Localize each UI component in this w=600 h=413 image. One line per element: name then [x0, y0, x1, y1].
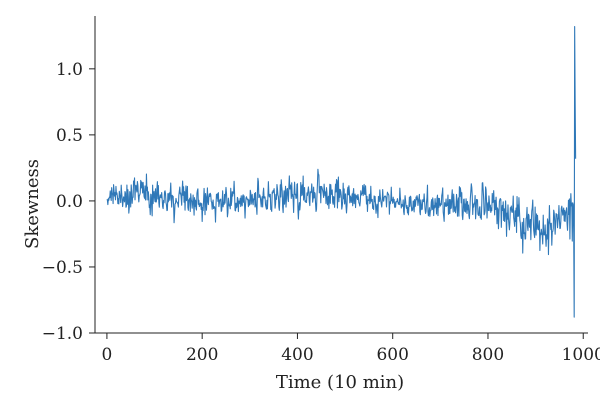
x-tick-label: 0 [101, 345, 112, 365]
y-tick-label: 0.5 [56, 126, 83, 146]
y-tick-label: −1.0 [42, 324, 83, 344]
plot-axes [94, 16, 588, 334]
x-tick-label: 800 [472, 345, 504, 365]
y-tick-label: 0.0 [56, 192, 83, 212]
x-tick-label: 400 [281, 345, 313, 365]
x-tick-label: 200 [186, 345, 218, 365]
y-tick-label: 1.0 [56, 60, 83, 80]
x-axis-title: Time (10 min) [276, 372, 404, 393]
y-tick-label: −0.5 [42, 258, 83, 278]
series-layer [106, 26, 577, 318]
x-tick-label: 1000 [562, 345, 600, 365]
skewness-series-line [106, 26, 577, 318]
tick-layer: 0 200 400 600 800 1000 −1.0 −0.5 0.0 0.5 1.0 [42, 60, 600, 365]
x-tick-label: 600 [376, 345, 408, 365]
y-axis-title: Skewness [22, 159, 43, 249]
